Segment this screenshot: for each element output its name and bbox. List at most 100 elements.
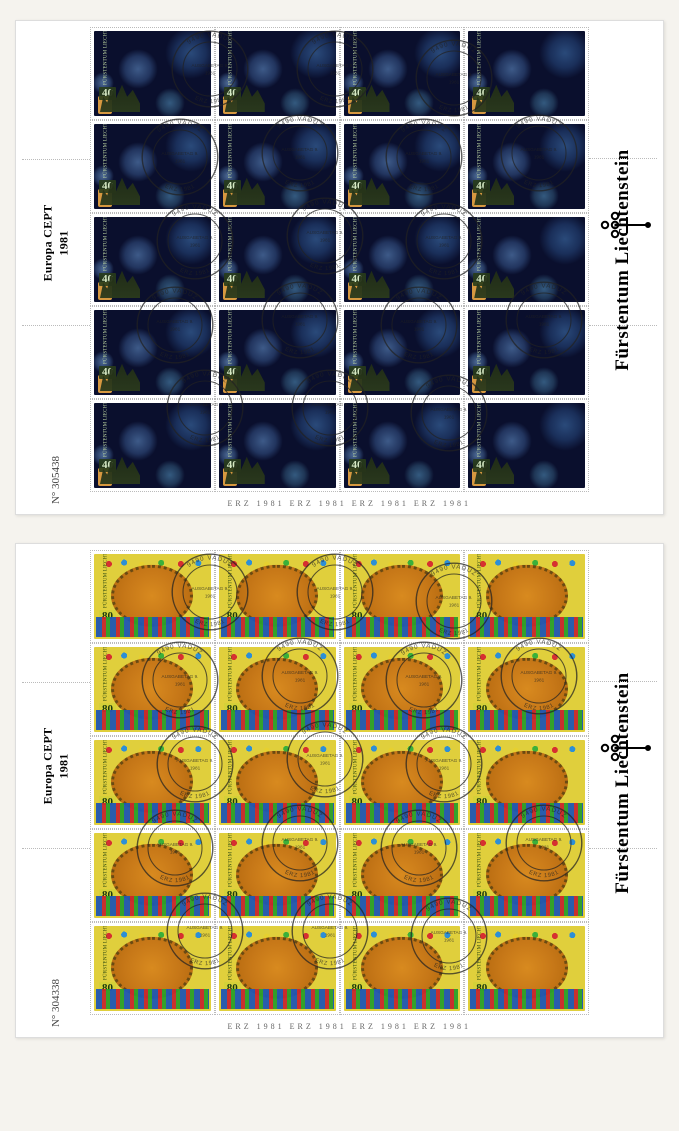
stamp-country: FÜRSTENTUM LIECHTENSTEIN xyxy=(478,217,483,271)
stamp-artwork: 40 FÜRSTENTUM LIECHTENSTEIN xyxy=(94,217,211,302)
stamp: 40 FÜRSTENTUM LIECHTENSTEIN xyxy=(340,120,465,213)
stamp: 80 FÜRSTENTUM LIECHTENSTEIN xyxy=(215,643,340,736)
stamp-country: FÜRSTENTUM LIECHTENSTEIN xyxy=(228,740,233,794)
stamp-denomination: 40 xyxy=(99,87,116,100)
stamp-artwork: 80 FÜRSTENTUM LIECHTENSTEIN xyxy=(468,833,585,918)
stamp-country: FÜRSTENTUM LIECHTENSTEIN xyxy=(478,554,483,608)
stamp-artwork: 80 FÜRSTENTUM LIECHTENSTEIN xyxy=(468,740,585,825)
stamp-grid: 80 FÜRSTENTUM LIECHTENSTEIN 80 FÜRSTENTU… xyxy=(90,550,589,1015)
stamp-artwork: 40 FÜRSTENTUM LIECHTENSTEIN xyxy=(344,217,461,302)
stamp-artwork: 40 FÜRSTENTUM LIECHTENSTEIN xyxy=(344,124,461,209)
stamp-sheet: Europa CEPT1981 N° 304338 80 FÜRSTENTUM … xyxy=(15,543,664,1038)
stamp-artwork: 80 FÜRSTENTUM LIECHTENSTEIN xyxy=(94,740,211,825)
stamp-denomination: 80 xyxy=(224,703,241,716)
stamp: 80 FÜRSTENTUM LIECHTENSTEIN xyxy=(90,550,215,643)
stamp: 40 FÜRSTENTUM LIECHTENSTEIN xyxy=(215,27,340,120)
left-selvage: Europa CEPT1981 N° 305438 xyxy=(22,27,90,492)
stamp-denomination: 40 xyxy=(349,87,366,100)
stamp-country: FÜRSTENTUM LIECHTENSTEIN xyxy=(228,647,233,701)
stamp-artwork: 40 FÜRSTENTUM LIECHTENSTEIN xyxy=(344,310,461,395)
stamp: 80 FÜRSTENTUM LIECHTENSTEIN xyxy=(464,550,589,643)
stamp-artwork: 80 FÜRSTENTUM LIECHTENSTEIN xyxy=(219,554,336,639)
stamp-artwork: 40 FÜRSTENTUM LIECHTENSTEIN xyxy=(94,310,211,395)
stamp-denomination: 40 xyxy=(473,459,490,472)
stamp-sheet: Europa CEPT1981 N° 305438 40 FÜRSTENTUM … xyxy=(15,20,664,515)
stamp-denomination: 40 xyxy=(224,366,241,379)
stamp-artwork: 80 FÜRSTENTUM LIECHTENSTEIN xyxy=(219,926,336,1011)
stamp-country: FÜRSTENTUM LIECHTENSTEIN xyxy=(228,403,233,457)
stamp-artwork: 80 FÜRSTENTUM LIECHTENSTEIN xyxy=(468,926,585,1011)
stamp-denomination: 80 xyxy=(473,703,490,716)
stamp-artwork: 40 FÜRSTENTUM LIECHTENSTEIN xyxy=(94,403,211,488)
stamp-denomination: 40 xyxy=(224,87,241,100)
bottom-selvage: ERZ 1981 ERZ 1981 ERZ 1981 ERZ 1981 xyxy=(22,492,657,508)
stamp: 40 FÜRSTENTUM LIECHTENSTEIN xyxy=(90,27,215,120)
stamp-denomination: 80 xyxy=(349,889,366,902)
stamp-country: FÜRSTENTUM LIECHTENSTEIN xyxy=(478,31,483,85)
stamp: 80 FÜRSTENTUM LIECHTENSTEIN xyxy=(90,922,215,1015)
stamp-denomination: 40 xyxy=(473,180,490,193)
stamp: 80 FÜRSTENTUM LIECHTENSTEIN xyxy=(340,643,465,736)
stamp-denomination: 80 xyxy=(473,982,490,995)
stamp-artwork: 80 FÜRSTENTUM LIECHTENSTEIN xyxy=(94,833,211,918)
stamp-denomination: 80 xyxy=(473,889,490,902)
stamp-artwork: 80 FÜRSTENTUM LIECHTENSTEIN xyxy=(344,926,461,1011)
stamp-artwork: 40 FÜRSTENTUM LIECHTENSTEIN xyxy=(94,31,211,116)
stamp: 40 FÜRSTENTUM LIECHTENSTEIN xyxy=(340,306,465,399)
stamp: 80 FÜRSTENTUM LIECHTENSTEIN xyxy=(464,922,589,1015)
stamp-denomination: 40 xyxy=(99,180,116,193)
stamp-country: FÜRSTENTUM LIECHTENSTEIN xyxy=(478,124,483,178)
stamp: 80 FÜRSTENTUM LIECHTENSTEIN xyxy=(464,829,589,922)
stamp-denomination: 80 xyxy=(349,703,366,716)
stamp-artwork: 40 FÜRSTENTUM LIECHTENSTEIN xyxy=(344,31,461,116)
stamp-country: FÜRSTENTUM LIECHTENSTEIN xyxy=(478,833,483,887)
stamp-artwork: 40 FÜRSTENTUM LIECHTENSTEIN xyxy=(468,403,585,488)
stamp-country: FÜRSTENTUM LIECHTENSTEIN xyxy=(228,31,233,85)
stamp-country: FÜRSTENTUM LIECHTENSTEIN xyxy=(228,124,233,178)
stamp: 80 FÜRSTENTUM LIECHTENSTEIN xyxy=(464,736,589,829)
bottom-selvage: ERZ 1981 ERZ 1981 ERZ 1981 ERZ 1981 xyxy=(22,1015,657,1031)
stamp-country: FÜRSTENTUM LIECHTENSTEIN xyxy=(104,740,109,794)
stamp: 40 FÜRSTENTUM LIECHTENSTEIN xyxy=(215,213,340,306)
stamp-artwork: 80 FÜRSTENTUM LIECHTENSTEIN xyxy=(344,740,461,825)
stamp: 80 FÜRSTENTUM LIECHTENSTEIN xyxy=(215,736,340,829)
stamp: 40 FÜRSTENTUM LIECHTENSTEIN xyxy=(464,306,589,399)
stamp-country: FÜRSTENTUM LIECHTENSTEIN xyxy=(228,833,233,887)
stamp-country: FÜRSTENTUM LIECHTENSTEIN xyxy=(353,31,358,85)
stamp-artwork: 80 FÜRSTENTUM LIECHTENSTEIN xyxy=(344,647,461,732)
stamp-artwork: 80 FÜRSTENTUM LIECHTENSTEIN xyxy=(468,554,585,639)
stamp-denomination: 80 xyxy=(349,982,366,995)
stamp-denomination: 40 xyxy=(99,273,116,286)
stamp-artwork: 40 FÜRSTENTUM LIECHTENSTEIN xyxy=(468,310,585,395)
bottom-postmark-text: ERZ 1981 ERZ 1981 ERZ 1981 ERZ 1981 xyxy=(228,499,471,508)
stamp-country: FÜRSTENTUM LIECHTENSTEIN xyxy=(104,403,109,457)
stamp: 40 FÜRSTENTUM LIECHTENSTEIN xyxy=(90,399,215,492)
stamp-denomination: 40 xyxy=(349,180,366,193)
stamp-artwork: 80 FÜRSTENTUM LIECHTENSTEIN xyxy=(219,740,336,825)
stamp: 80 FÜRSTENTUM LIECHTENSTEIN xyxy=(340,922,465,1015)
stamp-artwork: 40 FÜRSTENTUM LIECHTENSTEIN xyxy=(468,124,585,209)
stamp-country: FÜRSTENTUM LIECHTENSTEIN xyxy=(353,554,358,608)
stamp-denomination: 40 xyxy=(473,366,490,379)
stamp: 80 FÜRSTENTUM LIECHTENSTEIN xyxy=(215,922,340,1015)
stamp: 40 FÜRSTENTUM LIECHTENSTEIN xyxy=(215,399,340,492)
stamp-artwork: 80 FÜRSTENTUM LIECHTENSTEIN xyxy=(94,647,211,732)
stamp-country: FÜRSTENTUM LIECHTENSTEIN xyxy=(104,926,109,980)
stamp-denomination: 40 xyxy=(349,459,366,472)
stamp: 40 FÜRSTENTUM LIECHTENSTEIN xyxy=(90,213,215,306)
stamp-artwork: 40 FÜRSTENTUM LIECHTENSTEIN xyxy=(219,31,336,116)
right-selvage: Fürstentum Liechtenstein xyxy=(589,550,657,1015)
stamp-artwork: 80 FÜRSTENTUM LIECHTENSTEIN xyxy=(344,833,461,918)
stamp-denomination: 40 xyxy=(99,459,116,472)
bottom-postmark-text: ERZ 1981 ERZ 1981 ERZ 1981 ERZ 1981 xyxy=(228,1022,471,1031)
stamp-denomination: 80 xyxy=(99,889,116,902)
stamp-denomination: 40 xyxy=(349,273,366,286)
right-selvage: Fürstentum Liechtenstein xyxy=(589,27,657,492)
stamp-denomination: 80 xyxy=(224,610,241,623)
stamp-artwork: 40 FÜRSTENTUM LIECHTENSTEIN xyxy=(468,217,585,302)
stamp-denomination: 40 xyxy=(224,273,241,286)
stamp-country: FÜRSTENTUM LIECHTENSTEIN xyxy=(104,217,109,271)
stamp-denomination: 80 xyxy=(224,982,241,995)
stamp-country: FÜRSTENTUM LIECHTENSTEIN xyxy=(353,124,358,178)
europa-cept-label: Europa CEPT1981 xyxy=(40,204,71,281)
